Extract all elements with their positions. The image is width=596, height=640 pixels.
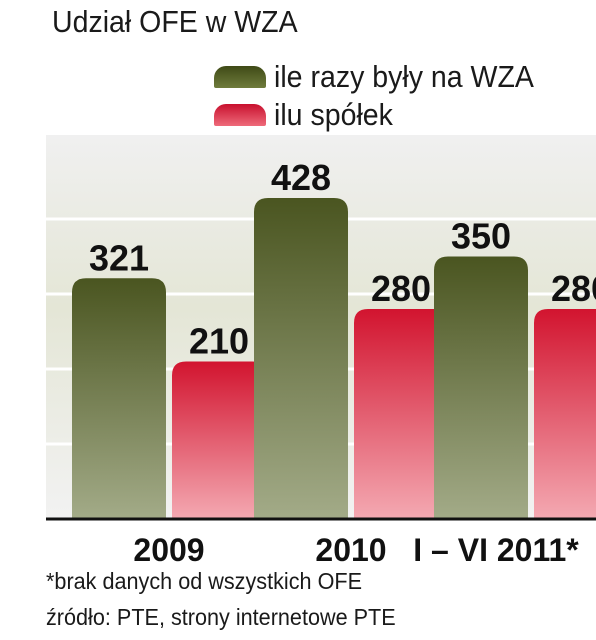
bar-series-1-2 — [434, 256, 528, 519]
chart-title: Udział OFE w WZA — [52, 4, 298, 39]
bar-series-2-1 — [354, 309, 448, 519]
data-label: 350 — [451, 216, 511, 257]
bar-series-1-1 — [254, 198, 348, 519]
data-label: 280 — [551, 268, 596, 309]
legend-label-series-2: ilu spółek — [274, 97, 393, 132]
category-label: I – VI 2011* — [413, 532, 579, 568]
legend: ile razy były na WZA ilu spółek — [214, 58, 557, 134]
legend-item-series-1: ile razy były na WZA — [214, 58, 557, 96]
category-label: 2010 — [315, 532, 386, 568]
footnote-source: źródło: PTE, strony internetowe PTE — [46, 604, 396, 630]
legend-item-series-2: ilu spółek — [214, 96, 557, 134]
data-label: 280 — [371, 268, 431, 309]
bar-series-2-0 — [172, 361, 266, 519]
bar-series-2-2 — [534, 309, 596, 519]
legend-label-series-1: ile razy były na WZA — [274, 59, 534, 94]
legend-swatch-series-2 — [214, 104, 266, 126]
data-label: 321 — [89, 237, 149, 278]
footnote-note: *brak danych od wszystkich OFE — [46, 568, 363, 594]
category-label: 2009 — [133, 532, 204, 568]
bar-series-1-0 — [72, 278, 166, 519]
legend-swatch-series-1 — [214, 66, 266, 88]
data-label: 210 — [189, 321, 249, 362]
data-label: 428 — [271, 157, 331, 198]
